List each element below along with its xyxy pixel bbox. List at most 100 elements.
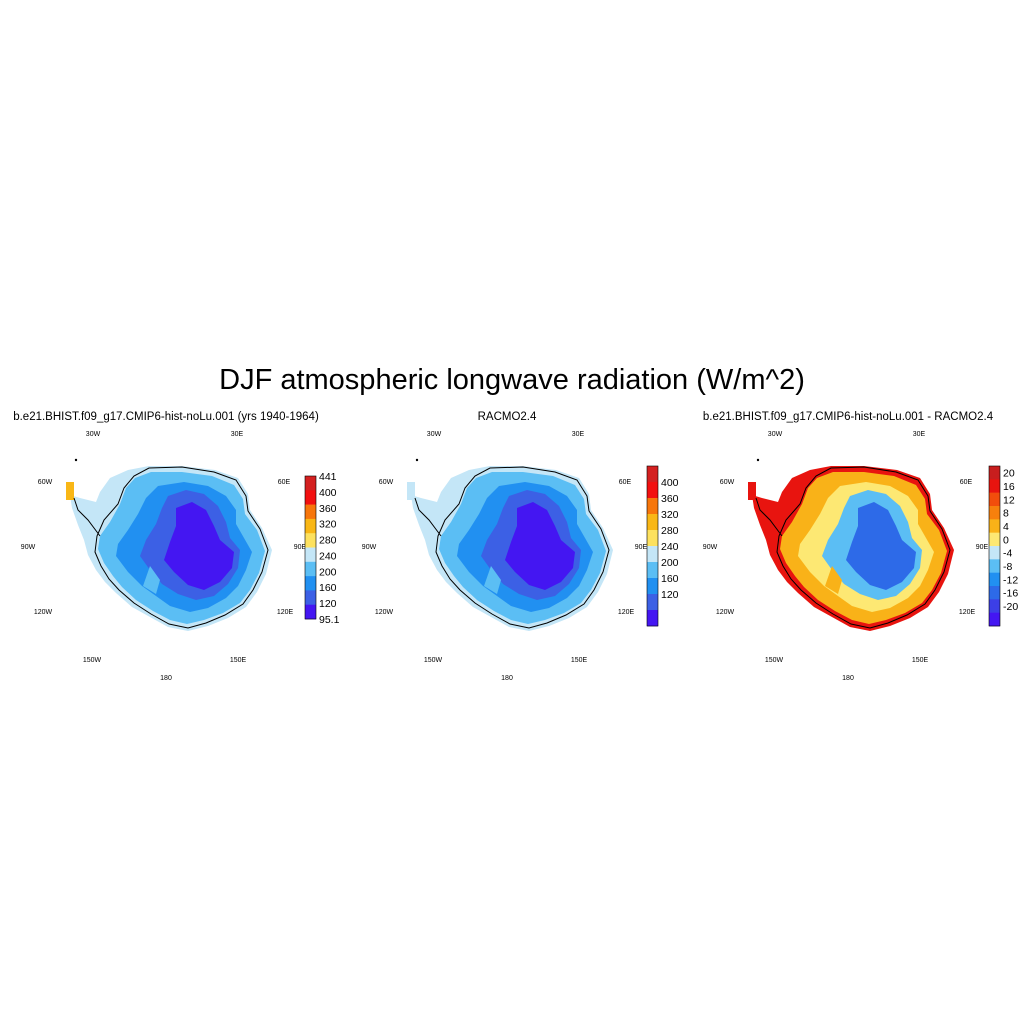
colorbar-swatch: [989, 572, 1000, 587]
colorbar-label: 12: [1003, 494, 1015, 506]
colorbar-swatch: [989, 519, 1000, 533]
lon-label-w30: 30W: [86, 431, 101, 438]
colorbar-swatch: [989, 466, 1000, 480]
colorbar-label: 360: [319, 503, 337, 515]
colorbar-label: 120: [661, 589, 679, 601]
lon-label-e120: 120E: [618, 609, 635, 616]
colorbar-swatch: [647, 482, 658, 499]
colorbar-swatch: [647, 466, 658, 483]
colorbar-label: 280: [661, 525, 679, 537]
colorbar-label: 120: [319, 598, 337, 610]
island-dot: [756, 458, 760, 462]
lon-label-e150: 150E: [912, 657, 929, 664]
antarctica-map: [66, 458, 272, 631]
map-panel-3: b.e21.BHIST.f09_g17.CMIP6-hist-noLu.001 …: [703, 411, 1019, 682]
lon-label-e120: 120E: [959, 609, 976, 616]
colorbar-swatch: [989, 546, 1000, 560]
colorbar-label: 8: [1003, 508, 1009, 520]
lon-label-e90: 90E: [294, 544, 307, 551]
colorbar-swatch: [647, 514, 658, 531]
colorbar-label: 0: [1003, 534, 1009, 546]
colorbar-swatch: [305, 518, 316, 534]
lon-label-w120: 120W: [375, 609, 394, 616]
colorbar-label: 200: [319, 566, 337, 578]
lon-label-w30: 30W: [768, 431, 783, 438]
lon-label-s180: 180: [842, 675, 854, 682]
colorbar-label: 280: [319, 535, 337, 547]
colorbar-swatch: [305, 590, 316, 605]
colorbar-swatch: [989, 506, 1000, 520]
colorbar-label: 160: [319, 582, 337, 594]
lon-label-s180: 180: [160, 675, 172, 682]
colorbar-label: 360: [661, 493, 679, 505]
colorbar-swatch: [647, 578, 658, 595]
peninsula-tip: [66, 482, 74, 500]
colorbar-label: -12: [1003, 574, 1018, 586]
colorbar: 400 360 320 280 240 200 160 120: [646, 465, 679, 627]
colorbar-label: 240: [661, 541, 679, 553]
colorbar-swatch: [647, 498, 658, 515]
lon-label-w60: 60W: [38, 479, 53, 486]
colorbar-swatch: [305, 533, 316, 548]
colorbar-swatch: [305, 547, 316, 563]
colorbar-swatch: [989, 599, 1000, 613]
lon-label-w120: 120W: [716, 609, 735, 616]
lon-label-e30: 30E: [913, 431, 926, 438]
colorbar-label: 20: [1003, 468, 1015, 480]
antarctica-map: [407, 458, 613, 631]
panel-subtitle: b.e21.BHIST.f09_g17.CMIP6-hist-noLu.001 …: [703, 411, 994, 423]
peninsula-tip: [748, 482, 756, 500]
lon-label-w150: 150W: [765, 657, 784, 664]
lon-label-w60: 60W: [379, 479, 394, 486]
colorbar-swatch: [305, 604, 316, 620]
colorbar-frame: [988, 465, 1001, 627]
island-dot: [415, 458, 419, 462]
lon-label-e60: 60E: [619, 479, 632, 486]
colorbar-swatch: [647, 594, 658, 611]
lon-label-e90: 90E: [976, 544, 989, 551]
lon-label-e90: 90E: [635, 544, 648, 551]
colorbar-swatch: [989, 612, 1000, 627]
lon-label-e60: 60E: [278, 479, 291, 486]
colorbar-swatch: [989, 492, 1000, 507]
island-dot: [74, 458, 78, 462]
colorbar-frame: [646, 465, 659, 627]
colorbar-label: 400: [319, 487, 337, 499]
colorbar-swatch: [305, 504, 316, 520]
colorbar-frame: [304, 475, 317, 620]
colorbar-swatch: [647, 546, 658, 563]
peninsula-tip: [407, 482, 415, 500]
lon-label-w120: 120W: [34, 609, 53, 616]
lon-label-w60: 60W: [720, 479, 735, 486]
lon-label-e120: 120E: [277, 609, 294, 616]
colorbar-swatch: [647, 562, 658, 579]
colorbar-swatch: [647, 610, 658, 627]
lon-label-w30: 30W: [427, 431, 442, 438]
colorbar-swatch: [989, 559, 1000, 573]
colorbar-swatch: [305, 561, 316, 577]
lon-label-e60: 60E: [960, 479, 973, 486]
colorbar-label: 320: [661, 509, 679, 521]
colorbar-label: -20: [1003, 601, 1018, 613]
colorbar-label: 320: [319, 519, 337, 531]
colorbar-swatch: [989, 532, 1000, 547]
colorbar-swatch: [989, 586, 1000, 600]
map-panel-2: RACMO2.4 30W 30E 60W 60E 90W 90E 120W 120E 150W 15…: [362, 411, 679, 682]
colorbar-label: -8: [1003, 561, 1012, 573]
colorbar-label: -4: [1003, 548, 1012, 560]
colorbar-label: 400: [661, 477, 679, 489]
antarctica-map: [748, 458, 954, 631]
colorbar: 441 400 360 320 280 240 200 160 120 95.1: [304, 471, 340, 626]
lon-label-w150: 150W: [424, 657, 443, 664]
colorbar-label: -16: [1003, 588, 1018, 600]
colorbar-label: 441: [319, 471, 337, 483]
colorbar-label: 4: [1003, 521, 1009, 533]
lon-label-e150: 150E: [571, 657, 588, 664]
lon-label-e30: 30E: [572, 431, 585, 438]
colorbar-swatch: [647, 530, 658, 547]
lon-label-w90: 90W: [21, 544, 36, 551]
lon-label-w150: 150W: [83, 657, 102, 664]
colorbar-swatch: [989, 479, 1000, 493]
colorbar-swatch: [305, 476, 316, 491]
